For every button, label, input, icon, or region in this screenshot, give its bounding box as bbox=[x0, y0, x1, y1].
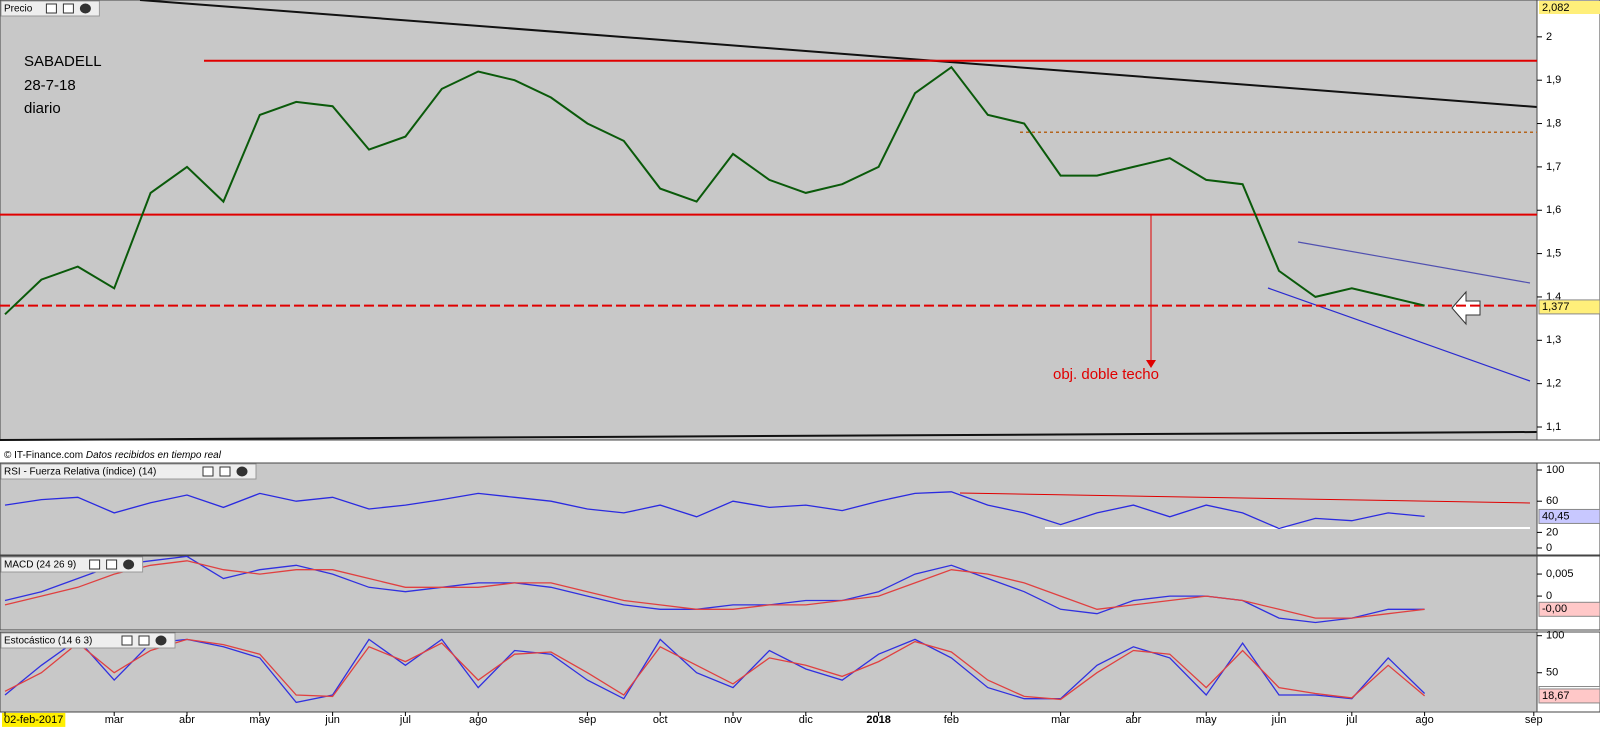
channel-line bbox=[1297, 241, 1531, 284]
last-label: 1,377 bbox=[1542, 301, 1570, 313]
series-line bbox=[4, 638, 1426, 701]
x-tick-label: sep bbox=[579, 714, 597, 726]
panel-icon bbox=[219, 466, 231, 477]
axis-bg bbox=[1536, 0, 1600, 441]
y-tick-label: 60 bbox=[1546, 495, 1558, 507]
annotation: 28-7-18 bbox=[24, 77, 76, 94]
trend-line bbox=[0, 431, 1538, 441]
last-label: 40,45 bbox=[1542, 510, 1570, 522]
value-box bbox=[1538, 299, 1600, 315]
value-box bbox=[1538, 601, 1600, 617]
panel-title: RSI - Fuerza Relativa (índice) (14) bbox=[4, 467, 156, 478]
x-tick-label: jun bbox=[324, 714, 340, 726]
x-tick-label: ago bbox=[1415, 714, 1433, 726]
y-tick-label: 0 bbox=[1546, 542, 1552, 554]
last-label: 18,67 bbox=[1542, 690, 1570, 702]
x-tick-label: sep bbox=[1525, 714, 1543, 726]
panel-icon bbox=[89, 559, 101, 570]
series-line bbox=[4, 638, 1426, 704]
panel-icon bbox=[138, 635, 150, 646]
axis-bg bbox=[1536, 555, 1600, 631]
x-tick-label: feb bbox=[944, 714, 959, 726]
y-tick-label: 20 bbox=[1546, 526, 1558, 538]
series-line bbox=[4, 491, 1425, 530]
annotation: diario bbox=[24, 100, 61, 117]
source-name: © IT-Finance.com bbox=[4, 450, 83, 461]
x-tick-label: abr bbox=[1125, 714, 1141, 726]
x-tick-label: nov bbox=[724, 714, 742, 726]
annotation: SABADELL bbox=[24, 53, 102, 70]
last-label: -0,00 bbox=[1542, 603, 1567, 615]
channel-line bbox=[1267, 287, 1531, 382]
stoch-panel bbox=[0, 631, 1538, 713]
value-box bbox=[1538, 688, 1600, 704]
y-tick-label: 0 bbox=[1546, 590, 1552, 602]
x-tick-label: dic bbox=[799, 714, 814, 726]
source: © IT-Finance.com Datos recibidos en tiem… bbox=[4, 450, 222, 461]
y-tick-label: 1,7 bbox=[1546, 161, 1561, 173]
x-tick-label: abr bbox=[179, 714, 195, 726]
panel-icon bbox=[62, 3, 74, 14]
panel-icon bbox=[123, 559, 135, 570]
x-tick-label: mar bbox=[105, 714, 124, 726]
panel-title: Estocástico (14 6 3) bbox=[4, 636, 92, 647]
panel-icon bbox=[45, 3, 57, 14]
y-tick-label: 50 bbox=[1546, 667, 1558, 679]
price-panel bbox=[0, 0, 1538, 441]
y-tick-label: 1,5 bbox=[1546, 248, 1561, 260]
target-arrow-head bbox=[1146, 360, 1156, 368]
y-tick-label: 0,005 bbox=[1546, 568, 1574, 580]
panel-title: Precio bbox=[4, 4, 33, 15]
y-tick-label: 1,2 bbox=[1546, 378, 1561, 390]
panel-icon bbox=[106, 559, 118, 570]
y-tick-label: 1,6 bbox=[1546, 204, 1561, 216]
x-tick-label: may bbox=[1196, 714, 1217, 726]
panel-icon bbox=[236, 466, 248, 477]
y-tick-label: 100 bbox=[1546, 630, 1564, 642]
macd-panel bbox=[0, 555, 1538, 631]
panel-icon bbox=[79, 3, 91, 14]
pointer-arrow bbox=[1451, 290, 1481, 326]
x-tick-label: oct bbox=[653, 714, 668, 726]
value-box bbox=[1538, 508, 1600, 524]
x-tick-label: 02-feb-2017 bbox=[4, 714, 63, 726]
x-tick-label: 2018 bbox=[866, 714, 890, 726]
y-tick-label: 1,9 bbox=[1546, 74, 1561, 86]
y-tick-label: 2 bbox=[1546, 31, 1552, 43]
rsi-trend-line bbox=[959, 492, 1531, 504]
series-line bbox=[4, 555, 1425, 624]
x-tick-label: may bbox=[249, 714, 270, 726]
title-bg bbox=[0, 463, 257, 480]
trend-line bbox=[139, 0, 1538, 108]
y-tick-label: 1,1 bbox=[1546, 421, 1561, 433]
series-line bbox=[4, 560, 1425, 619]
source-note: Datos recibidos en tiempo real bbox=[86, 450, 222, 461]
value-box bbox=[1539, 1, 1600, 14]
target-label: obj. doble techo bbox=[1053, 366, 1159, 383]
x-tick-label: jul bbox=[399, 714, 411, 726]
series-line bbox=[4, 65, 1425, 316]
panel-icon bbox=[155, 635, 167, 646]
top-label: 2,082 bbox=[1542, 2, 1570, 14]
y-tick-label: 1,3 bbox=[1546, 334, 1561, 346]
date-box bbox=[2, 712, 66, 727]
panel-icon bbox=[202, 466, 214, 477]
y-tick-label: 1,8 bbox=[1546, 117, 1561, 129]
x-tick-label: jul bbox=[1345, 714, 1357, 726]
x-tick-label: ago bbox=[469, 714, 487, 726]
x-tick-label: jun bbox=[1271, 714, 1287, 726]
y-tick-label: 100 bbox=[1546, 464, 1564, 476]
panel-icon bbox=[121, 635, 133, 646]
panel-title: MACD (24 26 9) bbox=[4, 560, 76, 571]
x-tick-label: mar bbox=[1051, 714, 1070, 726]
